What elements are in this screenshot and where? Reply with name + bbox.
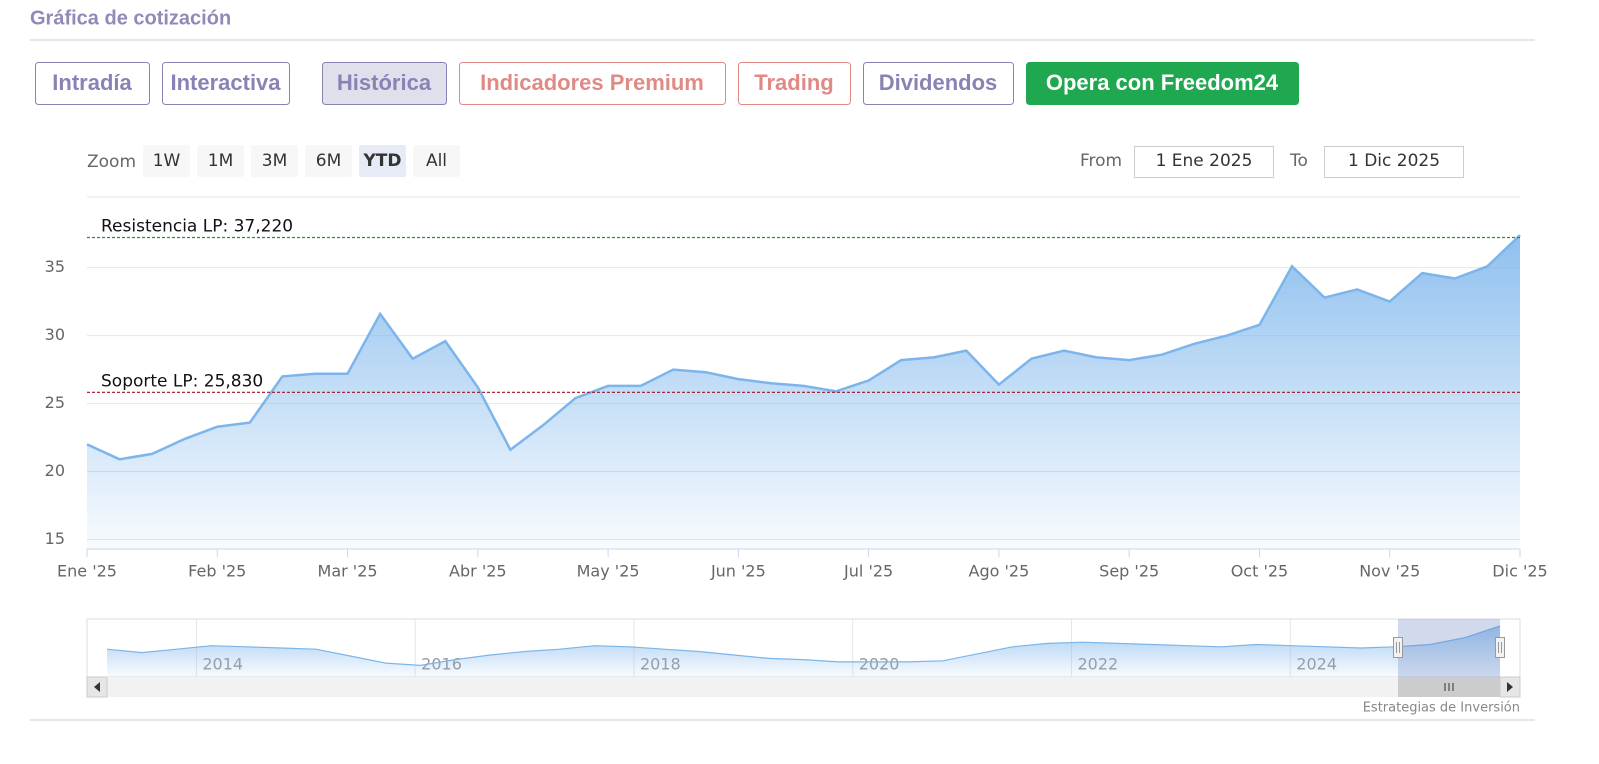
x-tick-label: Dic '25 [1492,562,1547,581]
from-value: 1 Ene 2025 [1156,151,1253,171]
range-selector: From 1 Ene 2025 To 1 Dic 2025 [1080,146,1464,178]
tab-label: Dividendos [879,70,998,95]
page-title: Gráfica de cotización [30,7,231,29]
plot: 15 20 25 30 35 Ene '25 Feb '25 Mar '25 Abr '25 Ma… [45,217,1548,581]
to-value: 1 Dic 2025 [1348,151,1440,171]
level-label: Soporte LP: 25,830 [101,371,263,391]
tab-button[interactable] [459,62,726,105]
tab-label: Opera con Freedom24 [1046,70,1279,95]
x-tick-label: Jun '25 [710,562,766,581]
zoom-button[interactable] [305,145,352,177]
tab-button[interactable] [162,62,290,105]
x-tick-label: Mar '25 [318,562,378,581]
navigator-area [107,626,1500,677]
x-tick-label: May '25 [577,562,640,581]
zoom-button[interactable] [359,145,406,177]
zoom-label: YTD [362,151,401,171]
navigator-line [106,625,1501,667]
level-label: Resistencia LP: 37,220 [101,217,293,237]
x-tick-label: Nov '25 [1359,562,1420,581]
x-tick-label: Ago '25 [969,562,1030,581]
scrollbar-track[interactable] [87,677,1520,697]
zoom-label: 1W [153,151,181,171]
y-tick-label: 25 [45,393,65,412]
navigator: 201420162018202020222024 [86,618,1521,678]
tab-label: Trading [754,70,833,95]
x-tick-label: Sep '25 [1099,562,1159,581]
navigator-handle[interactable] [1495,637,1505,658]
zoom-button[interactable] [197,145,244,177]
y-tick-label: 30 [45,325,65,344]
x-tick-label: Abr '25 [449,562,507,581]
x-tick-label: Jul '25 [843,562,893,581]
zoom-button[interactable] [413,145,460,177]
x-tick-label: Oct '25 [1231,562,1289,581]
tab-button[interactable] [863,62,1014,105]
navigator-handle[interactable] [1393,637,1403,658]
tab-bar: Intradía Interactiva Histórica Indicadores … [35,62,1299,105]
thumb-grip [1444,683,1454,691]
x-tick-label: Ene '25 [57,562,117,581]
tab-button[interactable] [35,62,150,105]
y-tick-label: 35 [45,257,65,276]
zoom-button[interactable] [251,145,298,177]
zoom-label: 6M [316,151,341,171]
y-tick-label: 20 [45,461,65,480]
y-tick-label: 15 [45,529,65,548]
zoom-button[interactable] [143,145,190,177]
zoom-label: All [426,151,447,171]
tab-label: Interactiva [170,70,281,95]
scrollbar[interactable] [86,676,1521,698]
tab-label: Indicadores Premium [480,70,704,95]
tab-button[interactable] [1026,62,1299,105]
zoom-bar: Zoom 1W 1M 3M 6M YTD All [87,145,460,177]
tab-button[interactable] [738,62,851,105]
zoom-label: 1M [208,151,233,171]
zoom-label: 3M [262,151,287,171]
from-label: From [1080,151,1122,171]
arrow-left [94,682,100,692]
to-input[interactable] [1324,146,1464,178]
tab-button[interactable] [322,62,447,105]
price-line [86,234,1521,461]
to-label: To [1289,151,1308,171]
handle-grip [1396,642,1400,653]
handle-grip [1498,642,1502,653]
credit: Estrategias de Inversión [1363,701,1520,716]
from-input[interactable] [1134,146,1274,178]
navigator-mask [1398,619,1500,677]
arrow-right [1507,682,1513,692]
zoom-label: Zoom [87,152,136,172]
tab-label: Histórica [337,70,432,95]
x-tick-label: Feb '25 [188,562,246,581]
tab-label: Intradía [52,70,132,95]
